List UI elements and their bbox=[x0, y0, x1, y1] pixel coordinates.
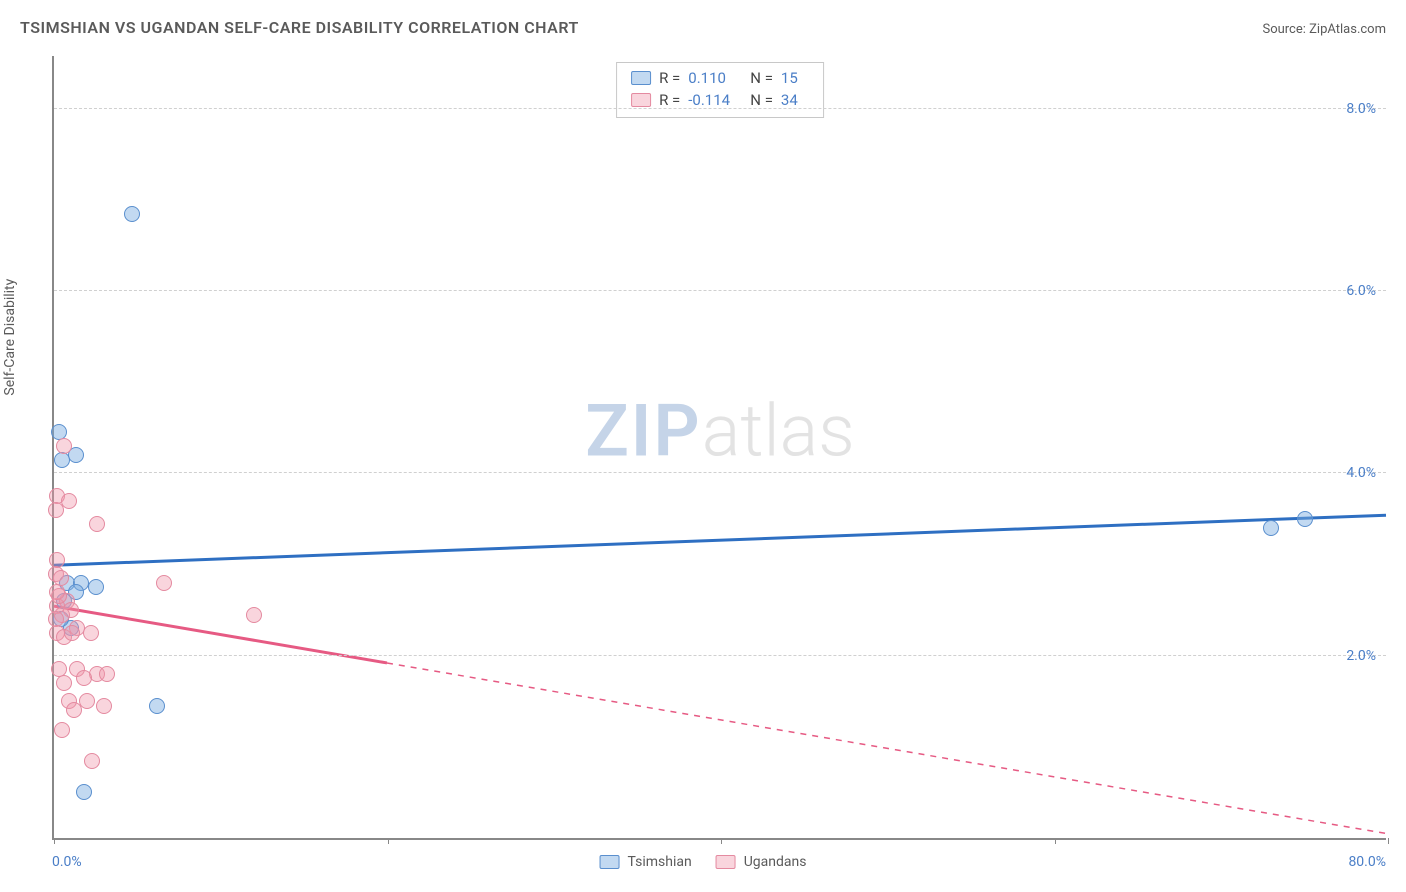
legend-item: Ugandans bbox=[716, 854, 807, 870]
plot-area: ZIPatlas R = 0.110 N = 15 R = -0.114 N = 34 2.0… bbox=[52, 56, 1386, 840]
data-point bbox=[89, 516, 105, 532]
source-label: Source: ZipAtlas.com bbox=[1262, 22, 1386, 37]
x-tick bbox=[1388, 838, 1389, 844]
gridline bbox=[54, 290, 1386, 291]
data-point bbox=[76, 784, 92, 800]
n-label: N = bbox=[750, 69, 773, 87]
watermark-bold: ZIP bbox=[585, 389, 701, 474]
data-point bbox=[99, 666, 115, 682]
gridline bbox=[54, 472, 1386, 473]
data-point bbox=[54, 722, 70, 738]
stats-legend-box: R = 0.110 N = 15 R = -0.114 N = 34 bbox=[616, 62, 824, 118]
data-point bbox=[79, 693, 95, 709]
n-value: 15 bbox=[781, 69, 809, 87]
legend-label: Ugandans bbox=[744, 854, 807, 870]
legend-swatch bbox=[600, 855, 620, 869]
watermark: ZIPatlas bbox=[585, 389, 855, 474]
data-point bbox=[1263, 520, 1279, 536]
data-point bbox=[61, 493, 77, 509]
x-tick bbox=[721, 838, 722, 844]
y-tick-label: 2.0% bbox=[1346, 648, 1376, 664]
r-value: -0.114 bbox=[688, 91, 742, 109]
data-point bbox=[49, 584, 65, 600]
source-prefix: Source: bbox=[1262, 22, 1309, 37]
data-point bbox=[83, 625, 99, 641]
y-axis-label: Self-Care Disability bbox=[2, 279, 18, 396]
y-tick-label: 6.0% bbox=[1346, 283, 1376, 299]
legend-item: Tsimshian bbox=[600, 854, 692, 870]
r-value: 0.110 bbox=[688, 69, 742, 87]
series-swatch bbox=[631, 93, 651, 107]
data-point bbox=[124, 206, 140, 222]
data-point bbox=[66, 702, 82, 718]
legend-bottom: Tsimshian Ugandans bbox=[600, 854, 807, 870]
chart-title: TSIMSHIAN VS UGANDAN SELF-CARE DISABILIT… bbox=[20, 18, 579, 37]
data-point bbox=[56, 675, 72, 691]
y-tick-label: 4.0% bbox=[1346, 465, 1376, 481]
data-point bbox=[84, 753, 100, 769]
trend-line-dashed bbox=[387, 663, 1386, 833]
watermark-light: atlas bbox=[702, 389, 855, 474]
data-point bbox=[149, 698, 165, 714]
x-tick bbox=[388, 838, 389, 844]
data-point bbox=[48, 502, 64, 518]
data-point bbox=[76, 670, 92, 686]
data-point bbox=[88, 579, 104, 595]
n-value: 34 bbox=[781, 91, 809, 109]
stats-row: R = 0.110 N = 15 bbox=[631, 67, 809, 89]
x-axis-min-label: 0.0% bbox=[52, 854, 82, 870]
r-label: R = bbox=[659, 69, 680, 87]
trend-lines bbox=[54, 56, 1386, 838]
legend-label: Tsimshian bbox=[628, 854, 692, 870]
data-point bbox=[56, 438, 72, 454]
data-point bbox=[64, 625, 80, 641]
data-point bbox=[96, 698, 112, 714]
data-point bbox=[246, 607, 262, 623]
x-axis-max-label: 80.0% bbox=[1348, 854, 1386, 870]
y-tick-label: 8.0% bbox=[1346, 101, 1376, 117]
source-link[interactable]: ZipAtlas.com bbox=[1309, 22, 1386, 37]
gridline bbox=[54, 108, 1386, 109]
series-swatch bbox=[631, 71, 651, 85]
gridline bbox=[54, 655, 1386, 656]
x-tick bbox=[1055, 838, 1056, 844]
data-point bbox=[156, 575, 172, 591]
r-label: R = bbox=[659, 91, 680, 109]
trend-line-solid bbox=[54, 515, 1386, 565]
x-tick bbox=[54, 838, 55, 844]
chart-container: TSIMSHIAN VS UGANDAN SELF-CARE DISABILIT… bbox=[0, 0, 1406, 892]
data-point bbox=[1297, 511, 1313, 527]
legend-swatch bbox=[716, 855, 736, 869]
n-label: N = bbox=[750, 91, 773, 109]
